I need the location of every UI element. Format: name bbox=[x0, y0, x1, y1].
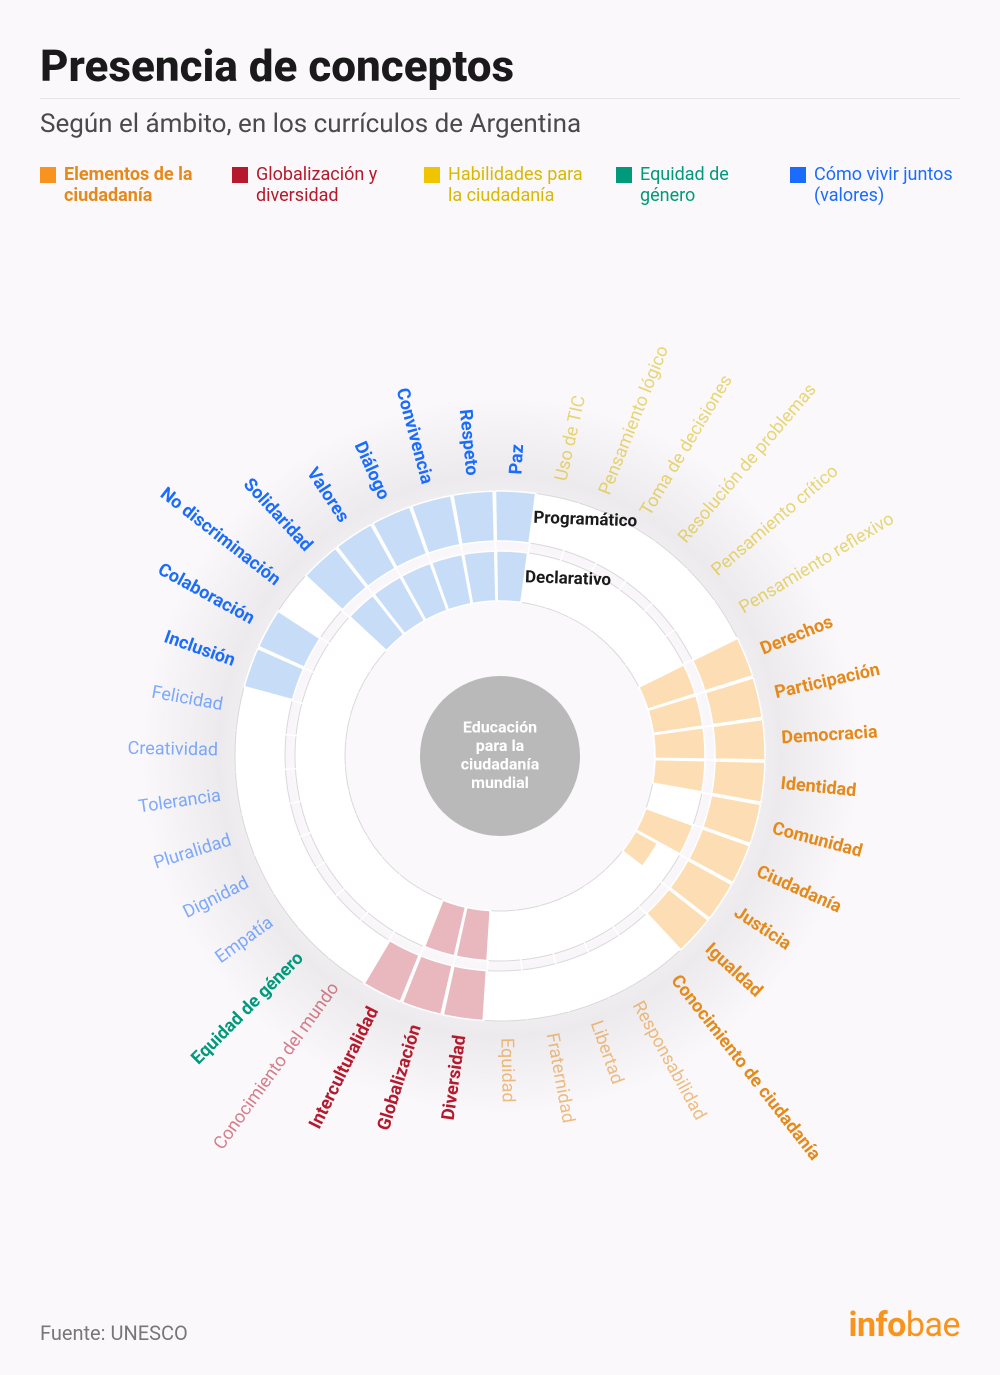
legend-item: Cómo vivir juntos (valores) bbox=[790, 165, 960, 206]
legend: Elementos de la ciudadanía Globalización … bbox=[40, 165, 960, 206]
legend-item: Habilidades para la ciudadanía bbox=[424, 165, 594, 206]
legend-item: Globalización y diversidad bbox=[232, 165, 402, 206]
concept-label: Equidad bbox=[496, 1038, 518, 1103]
legend-label: Globalización y diversidad bbox=[256, 165, 402, 206]
ring-label: Declarativo bbox=[525, 568, 612, 591]
legend-swatch bbox=[424, 167, 440, 183]
footer: Fuente: UNESCO infobae bbox=[40, 1305, 960, 1345]
center-label: mundial bbox=[471, 773, 529, 792]
legend-item: Elementos de la ciudadanía bbox=[40, 165, 210, 206]
center-label: Educación bbox=[463, 718, 537, 737]
legend-swatch bbox=[40, 167, 56, 183]
concept-label: Creatividad bbox=[127, 738, 218, 761]
brand-logo: infobae bbox=[848, 1305, 960, 1345]
legend-swatch bbox=[616, 167, 632, 183]
legend-label: Cómo vivir juntos (valores) bbox=[814, 165, 960, 206]
concept-label: Paz bbox=[505, 444, 528, 475]
center-label: para la bbox=[476, 736, 525, 755]
center-label: ciudadanía bbox=[461, 755, 540, 774]
divider bbox=[40, 98, 960, 99]
legend-label: Equidad de género bbox=[640, 165, 768, 206]
legend-label: Habilidades para la ciudadanía bbox=[448, 165, 594, 206]
page-subtitle: Según el ámbito, en los currículos de Ar… bbox=[40, 109, 960, 139]
source-text: Fuente: UNESCO bbox=[40, 1321, 188, 1345]
legend-label: Elementos de la ciudadanía bbox=[64, 165, 210, 206]
legend-swatch bbox=[232, 167, 248, 183]
legend-swatch bbox=[790, 167, 806, 183]
page-title: Presencia de conceptos bbox=[40, 40, 960, 92]
radial-chart: Uso de TICPensamiento lógicoToma de deci… bbox=[40, 226, 960, 1186]
ring-label: Programático bbox=[533, 508, 638, 532]
legend-item: Equidad de género bbox=[616, 165, 768, 206]
